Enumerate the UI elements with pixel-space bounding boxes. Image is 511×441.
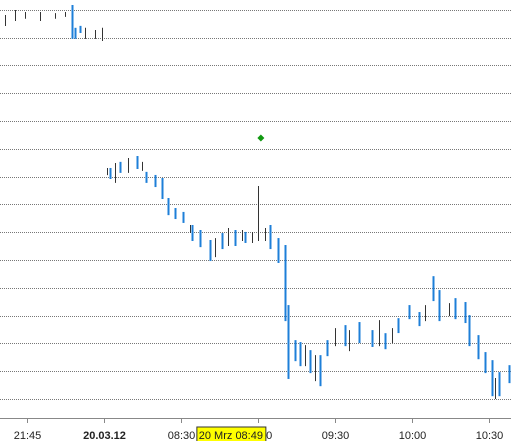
x-tick-label: 09:30 xyxy=(322,430,350,441)
marker xyxy=(257,134,265,142)
crosshair-label-box xyxy=(196,426,267,441)
x-tick-label: 08:30 xyxy=(168,430,196,441)
x-tick-label: 21:45 xyxy=(14,430,42,441)
x-tick-label: 20.03.12 xyxy=(83,430,126,441)
x-tick-label: 10:30 xyxy=(476,430,504,441)
x-tick-label: 10:00 xyxy=(399,430,427,441)
crosshair-label: 20 Mrz 08:49 xyxy=(199,430,263,441)
